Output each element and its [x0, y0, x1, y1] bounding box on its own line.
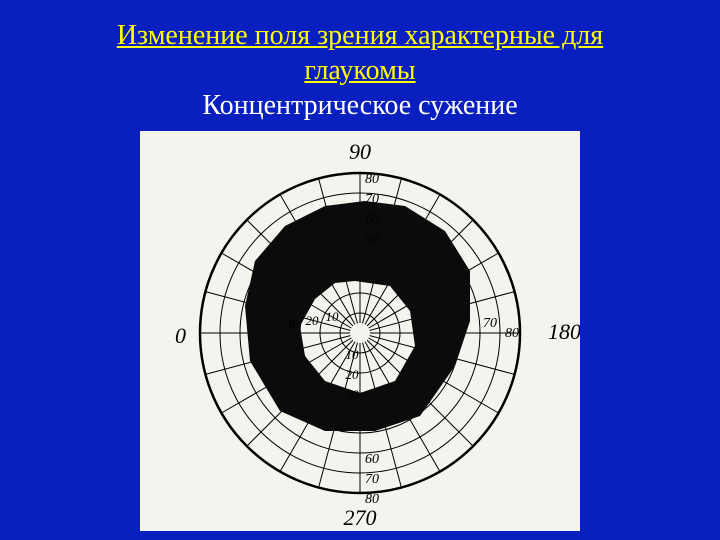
axis-label: 90 — [349, 139, 371, 164]
axis-label: 0 — [175, 323, 186, 348]
ring-label: 60 — [365, 452, 379, 467]
title-line1: Изменение поля зрения характерные для — [117, 20, 603, 51]
ring-label: 10 — [326, 309, 340, 324]
axis-label: 180 — [548, 319, 580, 344]
ring-label: 50 — [365, 232, 379, 247]
ring-label: 80 — [365, 172, 379, 187]
perimetry-svg: 807060501020301020306070807080901802700 — [140, 131, 580, 531]
ring-label: 20 — [306, 313, 320, 328]
slide-title: Изменение поля зрения характерные для гл… — [0, 0, 720, 88]
axis-label: 270 — [344, 505, 377, 530]
perimetry-figure: 807060501020301020306070807080901802700 — [140, 131, 580, 531]
ring-label: 70 — [365, 192, 379, 207]
title-line2: глаукомы — [304, 55, 415, 86]
ring-label: 20 — [346, 367, 360, 382]
ring-label: 80 — [505, 326, 519, 341]
ring-label: 70 — [483, 316, 497, 331]
slide-subtitle: Концентрическое сужение — [0, 88, 720, 123]
ring-label: 30 — [345, 387, 360, 402]
ring-label: 10 — [346, 347, 360, 362]
figure-wrap: 807060501020301020306070807080901802700 — [0, 131, 720, 531]
slide: Изменение поля зрения характерные для гл… — [0, 0, 720, 540]
ring-label: 60 — [365, 212, 379, 227]
ring-label: 30 — [285, 317, 300, 332]
ring-label: 70 — [365, 472, 379, 487]
